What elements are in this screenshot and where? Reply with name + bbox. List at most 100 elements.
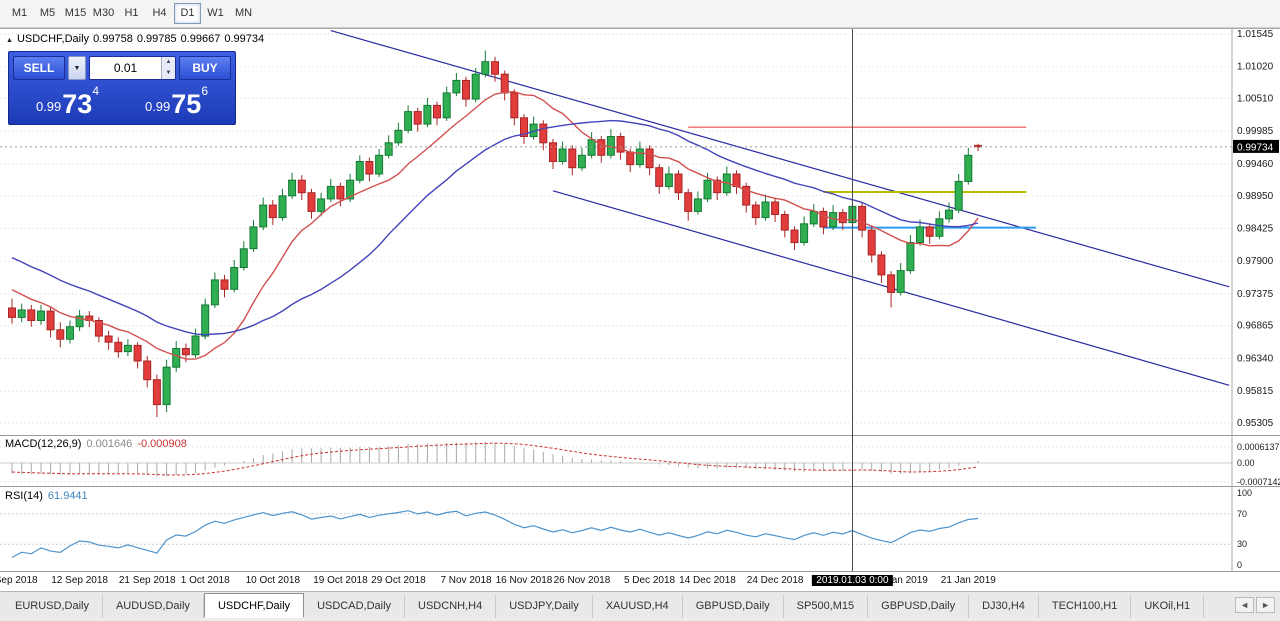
volume-step-down-icon[interactable]: ▼	[162, 68, 175, 79]
rsi-title: RSI(14)	[5, 490, 43, 502]
chart-tab-SP500[interactable]: SP500,M15	[784, 595, 869, 618]
svg-text:0.97375: 0.97375	[1237, 289, 1274, 300]
tabs-scroll-left-icon[interactable]: ◄	[1235, 597, 1255, 613]
svg-text:1.01545: 1.01545	[1237, 29, 1274, 40]
price-chart-canvas[interactable]: 1.01545 1.01020 1.00510 0.99985 0.99460 0.989…	[0, 29, 1280, 435]
chart-tab-GBPUSD[interactable]: GBPUSD,Daily	[683, 595, 784, 618]
date-axis-label: 16 Nov 2018	[495, 575, 553, 586]
timeframe-buttons: M1 M5 M15 M30 H1 H4 D1 W1 MN	[6, 3, 257, 24]
svg-text:70: 70	[1237, 509, 1247, 519]
svg-text:0.99985: 0.99985	[1237, 126, 1274, 137]
macd-header: MACD(12,26,9) 0.001646 -0.000908	[5, 438, 187, 450]
ohlc-low: 0.99667	[180, 33, 221, 45]
timeframe-button-M5[interactable]: M5	[34, 3, 61, 24]
date-axis-label: 12 Sep 2018	[51, 575, 108, 586]
date-axis-label: 26 Nov 2018	[553, 575, 611, 586]
svg-text:0.95305: 0.95305	[1237, 418, 1274, 429]
timeframe-button-H4[interactable]: H4	[146, 3, 173, 24]
macd-panel-canvas[interactable]: 0.0006137 0.00 -0.0007142	[0, 436, 1280, 486]
timeframe-toolbar: M1 M5 M15 M30 H1 H4 D1 W1 MN	[0, 0, 1280, 28]
ohlc-high: 0.99785	[136, 33, 177, 45]
volume-dropdown-icon[interactable]: ▼	[68, 56, 86, 80]
chart-tab-EURUSD[interactable]: EURUSD,Daily	[2, 595, 103, 618]
chart-tab-DJ30[interactable]: DJ30,H4	[969, 595, 1039, 618]
chart-tab-USDCNH[interactable]: USDCNH,H4	[405, 595, 497, 618]
tabs-scroll-arrows: ◄ ►	[1230, 597, 1280, 618]
svg-text:-0.0007142: -0.0007142	[1237, 477, 1280, 486]
timeframe-button-M30[interactable]: M30	[90, 3, 117, 24]
buy-button[interactable]: BUY	[179, 56, 231, 80]
svg-text:0.96340: 0.96340	[1237, 354, 1274, 365]
sell-price-pip: 4	[92, 84, 100, 98]
svg-text:1.01020: 1.01020	[1237, 62, 1274, 73]
buy-price-pip: 6	[201, 84, 209, 98]
macd-signal-value: -0.000908	[137, 438, 187, 450]
timeframe-button-W1[interactable]: W1	[202, 3, 229, 24]
sell-price-prefix: 0.99	[35, 99, 62, 114]
chart-tab-XAUUSD[interactable]: XAUUSD,H4	[593, 595, 683, 618]
chart-tabs-bar: EURUSD,Daily AUDUSD,Daily USDCHF,Daily USDC…	[0, 591, 1280, 618]
buy-price-prefix: 0.99	[144, 99, 171, 114]
chart-tab-AUDUSD[interactable]: AUDUSD,Daily	[103, 595, 204, 618]
date-axis-label: 24 Dec 2018	[746, 575, 804, 586]
svg-text:0.99460: 0.99460	[1237, 159, 1274, 170]
macd-title: MACD(12,26,9)	[5, 438, 82, 450]
panel-splitter[interactable]	[0, 486, 1280, 487]
date-axis-label: 10 Oct 2018	[245, 575, 301, 586]
sell-price[interactable]: 0.99 73 4	[13, 82, 122, 120]
svg-text:30: 30	[1237, 539, 1247, 549]
ohlc-open: 0.99758	[93, 33, 133, 45]
svg-text:0.99734: 0.99734	[1237, 142, 1274, 153]
sell-button[interactable]: SELL	[13, 56, 65, 80]
chart-tab-UKOil[interactable]: UKOil,H1	[1131, 595, 1205, 618]
svg-text:0: 0	[1237, 560, 1242, 570]
volume-stepper: ▲ ▼	[161, 57, 175, 79]
sell-price-big: 73	[62, 89, 93, 119]
timeframe-button-M15[interactable]: M15	[62, 3, 89, 24]
volume-input[interactable]	[90, 57, 161, 79]
chart-tab-USDCAD[interactable]: USDCAD,Daily	[304, 595, 406, 618]
volume-step-up-icon[interactable]: ▲	[162, 57, 175, 68]
buy-price[interactable]: 0.99 75 6	[122, 82, 231, 120]
chart-tab-GBPUSD[interactable]: GBPUSD,Daily	[868, 595, 970, 618]
timeframe-button-MN[interactable]: MN	[230, 3, 257, 24]
svg-text:0.00: 0.00	[1237, 458, 1255, 468]
chart-tab-USDCHF[interactable]: USDCHF,Daily	[203, 593, 305, 618]
chart-tabs: EURUSD,Daily AUDUSD,Daily USDCHF,Daily USDC…	[0, 592, 1230, 618]
chart-tab-USDJPY[interactable]: USDJPY,Daily	[496, 595, 593, 618]
date-axis-label: 5 Dec 2018	[623, 575, 676, 586]
date-axis-label: 11 Jan 2019	[873, 575, 928, 586]
ohlc-close: 0.99734	[224, 33, 265, 45]
date-axis-label: 19 Oct 2018	[313, 575, 368, 586]
timeframe-button-D1[interactable]: D1	[174, 3, 201, 24]
svg-text:0.98950: 0.98950	[1237, 191, 1274, 202]
panel-splitter[interactable]	[0, 435, 1280, 436]
date-axis-label: 14 Dec 2018	[679, 575, 736, 586]
svg-text:0.97900: 0.97900	[1237, 256, 1274, 267]
tabs-scroll-right-icon[interactable]: ►	[1256, 597, 1275, 613]
rsi-value: 61.9441	[47, 490, 88, 502]
chart-title: ▲ USDCHF,Daily 0.99758 0.99785 0.99667 0.9973…	[6, 33, 268, 45]
svg-text:0.95815: 0.95815	[1237, 386, 1274, 397]
date-axis-label: 7 Nov 2018	[440, 575, 492, 586]
chart-window: 1.01545 1.01020 1.00510 0.99985 0.99460 0.989…	[0, 28, 1280, 591]
svg-text:0.0006137: 0.0006137	[1237, 442, 1280, 452]
chart-tab-TECH100[interactable]: TECH100,H1	[1039, 595, 1132, 618]
timeframe-button-M1[interactable]: M1	[6, 3, 33, 24]
svg-text:1.00510: 1.00510	[1237, 94, 1274, 105]
crosshair-vline	[852, 29, 853, 571]
price-scale[interactable]	[1232, 29, 1280, 571]
date-axis-highlight-label: 2019.01.03 0:00	[812, 575, 893, 586]
rsi-header: RSI(14) 61.9441	[5, 490, 88, 502]
date-axis-label: 21 Jan 2019	[940, 575, 996, 586]
trade-panel-toggle-icon[interactable]: ▲	[6, 37, 13, 44]
svg-text:0.98425: 0.98425	[1237, 224, 1274, 235]
buy-price-big: 75	[171, 89, 202, 119]
timeframe-button-H1[interactable]: H1	[118, 3, 145, 24]
rsi-panel-canvas[interactable]: 100 70 30 0	[0, 487, 1280, 571]
svg-text:0.96865: 0.96865	[1237, 321, 1274, 332]
chart-symbol-label: USDCHF,Daily	[16, 33, 90, 45]
date-axis[interactable]: 3 Sep 2018 12 Sep 2018 21 Sep 2018 1 Oct 20…	[0, 571, 1280, 591]
